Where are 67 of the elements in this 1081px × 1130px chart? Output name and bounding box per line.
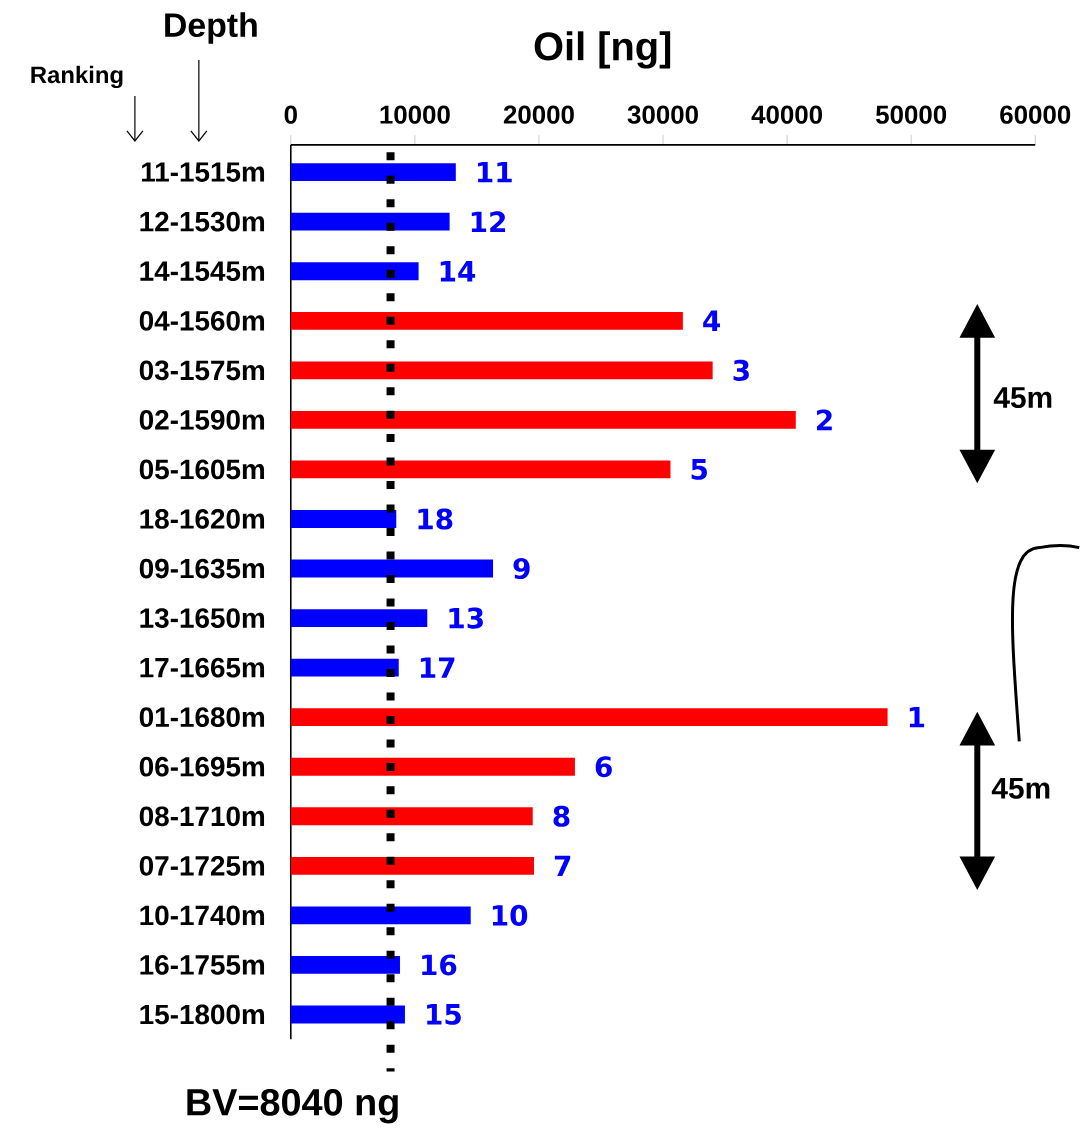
y-tick-label: 01-1680m <box>139 707 265 728</box>
annotation: 5 <box>691 459 708 480</box>
y-tick-label: 05-1605m <box>139 459 265 480</box>
bar <box>290 212 450 231</box>
y-tick-label: 13-1650m <box>140 608 265 628</box>
bar <box>290 609 428 628</box>
y-tick-label: 15-1800m <box>140 1004 265 1025</box>
text: Depth <box>165 12 257 44</box>
annotation: 8 <box>553 805 570 827</box>
x-tick-label: 50000 <box>876 105 947 124</box>
x-tick-label: 10000 <box>380 105 450 124</box>
text: Ranking <box>31 65 123 89</box>
annotation: 3 <box>733 359 749 381</box>
bar <box>290 1005 406 1024</box>
annotation: 6 <box>595 756 612 778</box>
annotation: 1 <box>909 707 925 728</box>
y-tick-label: 14-1545m <box>140 261 265 281</box>
y-tick-label: 11-1515m <box>142 162 265 182</box>
annotation: 13 <box>449 607 484 629</box>
annotation: 12 <box>471 211 506 233</box>
y-tick-label: 06-1695m <box>139 756 265 777</box>
annotation: 14 <box>440 261 476 282</box>
bar <box>290 757 576 776</box>
bar <box>290 262 419 281</box>
x-tick-label: 60000 <box>1000 105 1071 124</box>
annotation: 4 <box>703 310 721 331</box>
annotation: 2 <box>817 409 832 431</box>
bar <box>290 163 456 182</box>
annotation: 45m <box>993 387 1052 409</box>
y-tick-label: 09-1635m <box>139 558 265 579</box>
bar <box>290 559 494 578</box>
bar <box>290 460 671 479</box>
bar <box>290 410 796 429</box>
y-tick-label: 03-1575m <box>139 360 265 381</box>
annotation: 10 <box>493 904 528 926</box>
x-tick-label: 40000 <box>751 105 823 124</box>
bar <box>290 807 533 826</box>
x-tick-label: 0 <box>284 105 298 124</box>
bar <box>290 856 535 875</box>
annotation: 45m <box>991 778 1050 799</box>
y-tick-label: 04-1560m <box>139 310 265 331</box>
annotation: 17 <box>421 657 455 678</box>
bar <box>290 510 397 528</box>
bar <box>290 708 888 727</box>
y-tick-label: 12-1530m <box>140 211 265 232</box>
y-tick-label: 16-1755m <box>140 955 265 975</box>
x-axis-title: Oil [ng] <box>534 31 671 69</box>
annotation: 15 <box>427 1004 461 1025</box>
y-tick-label: 17-1665m <box>140 657 265 678</box>
annotation: 9 <box>513 558 530 580</box>
ref-line-label: BV=8040 ng <box>187 1088 398 1124</box>
annotation: 7 <box>555 855 571 876</box>
y-tick-label: 08-1710m <box>139 806 265 827</box>
bar <box>290 658 399 677</box>
annotation: 18 <box>418 508 453 530</box>
y-tick-label: 10-1740m <box>140 905 265 926</box>
bar <box>290 956 401 974</box>
y-tick-label: 02-1590m <box>139 410 265 430</box>
y-tick-label: 18-1620m <box>140 509 265 529</box>
x-tick-label: 30000 <box>627 105 699 124</box>
bar <box>290 311 684 330</box>
x-tick-label: 20000 <box>504 105 574 124</box>
y-tick-label: 07-1725m <box>139 855 265 876</box>
bar <box>290 361 713 380</box>
annotation: 11 <box>478 161 512 183</box>
annotation: 16 <box>422 954 457 976</box>
bar <box>290 906 471 925</box>
